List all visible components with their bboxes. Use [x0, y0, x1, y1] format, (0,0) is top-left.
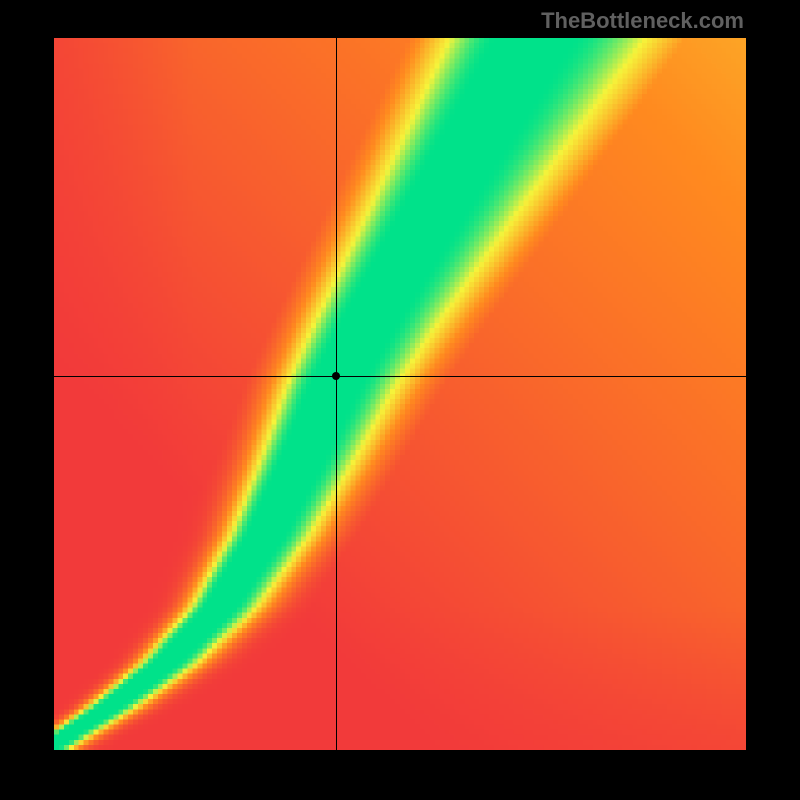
crosshair-vertical — [336, 38, 337, 750]
crosshair-horizontal — [54, 376, 746, 377]
heatmap-canvas — [54, 38, 746, 750]
watermark-text: TheBottleneck.com — [541, 8, 744, 34]
crosshair-dot — [332, 372, 340, 380]
plot-area — [54, 38, 746, 750]
chart-container: TheBottleneck.com — [0, 0, 800, 800]
